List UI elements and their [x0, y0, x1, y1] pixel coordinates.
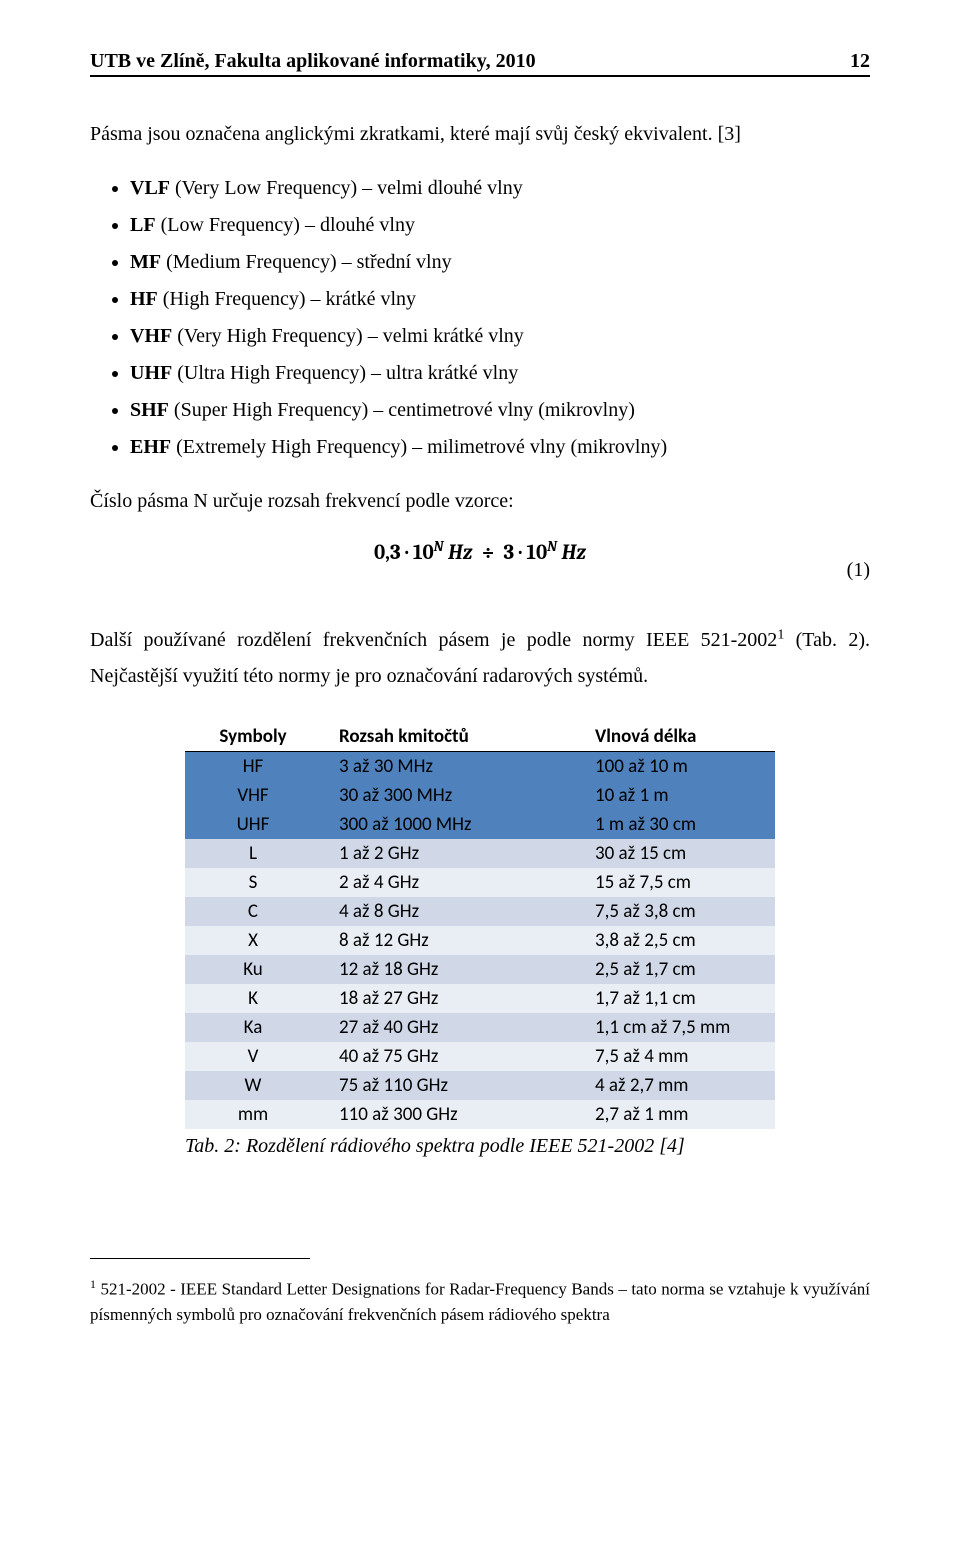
- ieee-paragraph: Další používané rozdělení frekvenčních p…: [90, 622, 870, 694]
- cell-wavelength: 15 až 7,5 cm: [577, 868, 775, 897]
- cell-symbol: S: [185, 868, 321, 897]
- cell-wavelength: 2,5 až 1,7 cm: [577, 955, 775, 984]
- cell-range: 27 až 40 GHz: [321, 1013, 577, 1042]
- cell-symbol: Ku: [185, 955, 321, 984]
- footnote: 1 521-2002 - IEEE Standard Letter Design…: [90, 1276, 870, 1328]
- cell-symbol: HF: [185, 752, 321, 782]
- cell-symbol: Ka: [185, 1013, 321, 1042]
- table-row: L1 až 2 GHz30 až 15 cm: [185, 839, 775, 868]
- ieee-table-wrap: Symboly Rozsah kmitočtů Vlnová délka HF3…: [185, 722, 775, 1158]
- band-desc: (Very Low Frequency) – velmi dlouhé vlny: [170, 177, 523, 199]
- cell-wavelength: 100 až 10 m: [577, 752, 775, 782]
- page: UTB ve Zlíně, Fakulta aplikované informa…: [0, 0, 960, 1564]
- cell-range: 2 až 4 GHz: [321, 868, 577, 897]
- table-row: W75 až 110 GHz4 až 2,7 mm: [185, 1071, 775, 1100]
- cell-wavelength: 30 až 15 cm: [577, 839, 775, 868]
- band-abbrev: VLF: [130, 177, 170, 199]
- band-abbrev: HF: [130, 288, 158, 310]
- table-row: K18 až 27 GHz1,7 až 1,1 cm: [185, 984, 775, 1013]
- table-row: S2 až 4 GHz15 až 7,5 cm: [185, 868, 775, 897]
- band-abbrev: EHF: [130, 436, 171, 458]
- band-desc: (Medium Frequency) – střední vlny: [161, 251, 452, 273]
- cell-symbol: UHF: [185, 810, 321, 839]
- cell-range: 75 až 110 GHz: [321, 1071, 577, 1100]
- table-row: UHF300 až 1000 MHz1 m až 30 cm: [185, 810, 775, 839]
- cell-range: 8 až 12 GHz: [321, 926, 577, 955]
- ieee-text-a: Další používané rozdělení frekvenčních p…: [90, 629, 777, 651]
- cell-symbol: mm: [185, 1100, 321, 1129]
- cell-symbol: VHF: [185, 781, 321, 810]
- band-desc: (Extremely High Frequency) – milimetrové…: [171, 436, 667, 458]
- band-abbrev: MF: [130, 251, 161, 273]
- band-desc: (High Frequency) – krátké vlny: [158, 288, 416, 310]
- list-item: VHF (Very High Frequency) – velmi krátké…: [130, 319, 870, 353]
- band-abbrev: VHF: [130, 325, 172, 347]
- cell-range: 18 až 27 GHz: [321, 984, 577, 1013]
- col-header-wavelength: Vlnová délka: [577, 722, 775, 752]
- band-abbrev: UHF: [130, 362, 172, 384]
- table-row: Ku12 až 18 GHz2,5 až 1,7 cm: [185, 955, 775, 984]
- cell-wavelength: 1,1 cm až 7,5 mm: [577, 1013, 775, 1042]
- cell-range: 30 až 300 MHz: [321, 781, 577, 810]
- cell-range: 4 až 8 GHz: [321, 897, 577, 926]
- table-row: VHF30 až 300 MHz10 až 1 m: [185, 781, 775, 810]
- cell-symbol: W: [185, 1071, 321, 1100]
- table-row: mm110 až 300 GHz2,7 až 1 mm: [185, 1100, 775, 1129]
- list-item: SHF (Super High Frequency) – centimetrov…: [130, 393, 870, 427]
- list-item: HF (High Frequency) – krátké vlny: [130, 282, 870, 316]
- cell-symbol: C: [185, 897, 321, 926]
- band-desc: (Very High Frequency) – velmi krátké vln…: [172, 325, 524, 347]
- table-row: C4 až 8 GHz7,5 až 3,8 cm: [185, 897, 775, 926]
- footnote-separator: [90, 1258, 310, 1259]
- cell-wavelength: 7,5 až 4 mm: [577, 1042, 775, 1071]
- col-header-range: Rozsah kmitočtů: [321, 722, 577, 752]
- cell-symbol: L: [185, 839, 321, 868]
- list-item: MF (Medium Frequency) – střední vlny: [130, 245, 870, 279]
- cell-wavelength: 1 m až 30 cm: [577, 810, 775, 839]
- band-desc: (Ultra High Frequency) – ultra krátké vl…: [172, 362, 518, 384]
- cell-range: 40 až 75 GHz: [321, 1042, 577, 1071]
- table-caption: Tab. 2: Rozdělení rádiového spektra podl…: [185, 1135, 775, 1158]
- cell-symbol: K: [185, 984, 321, 1013]
- cell-range: 3 až 30 MHz: [321, 752, 577, 782]
- cell-wavelength: 10 až 1 m: [577, 781, 775, 810]
- band-bullet-list: VLF (Very Low Frequency) – velmi dlouhé …: [130, 171, 870, 464]
- table-row: V40 až 75 GHz7,5 až 4 mm: [185, 1042, 775, 1071]
- band-desc: (Low Frequency) – dlouhé vlny: [156, 214, 415, 236]
- ieee-table: Symboly Rozsah kmitočtů Vlnová délka HF3…: [185, 722, 775, 1129]
- cell-wavelength: 2,7 až 1 mm: [577, 1100, 775, 1129]
- cell-symbol: V: [185, 1042, 321, 1071]
- table-header-row: Symboly Rozsah kmitočtů Vlnová délka: [185, 722, 775, 752]
- cell-wavelength: 4 až 2,7 mm: [577, 1071, 775, 1100]
- table-row: Ka27 až 40 GHz1,1 cm až 7,5 mm: [185, 1013, 775, 1042]
- col-header-symbol: Symboly: [185, 722, 321, 752]
- page-header: UTB ve Zlíně, Fakulta aplikované informa…: [90, 50, 870, 77]
- cell-symbol: X: [185, 926, 321, 955]
- band-desc: (Super High Frequency) – centimetrové vl…: [169, 399, 635, 421]
- band-abbrev: LF: [130, 214, 156, 236]
- formula-intro: Číslo pásma N určuje rozsah frekvencí po…: [90, 484, 870, 518]
- cell-wavelength: 3,8 až 2,5 cm: [577, 926, 775, 955]
- cell-range: 110 až 300 GHz: [321, 1100, 577, 1129]
- band-abbrev: SHF: [130, 399, 169, 421]
- cell-range: 12 až 18 GHz: [321, 955, 577, 984]
- table-row: X8 až 12 GHz3,8 až 2,5 cm: [185, 926, 775, 955]
- list-item: EHF (Extremely High Frequency) – milimet…: [130, 430, 870, 464]
- list-item: VLF (Very Low Frequency) – velmi dlouhé …: [130, 171, 870, 205]
- table-row: HF3 až 30 MHz100 až 10 m: [185, 752, 775, 782]
- cell-range: 1 až 2 GHz: [321, 839, 577, 868]
- intro-paragraph: Pásma jsou označena anglickými zkratkami…: [90, 117, 870, 151]
- cell-range: 300 až 1000 MHz: [321, 810, 577, 839]
- list-item: LF (Low Frequency) – dlouhé vlny: [130, 208, 870, 242]
- list-item: UHF (Ultra High Frequency) – ultra krátk…: [130, 356, 870, 390]
- header-left: UTB ve Zlíně, Fakulta aplikované informa…: [90, 50, 536, 73]
- footnote-text: 521-2002 - IEEE Standard Letter Designat…: [90, 1280, 870, 1325]
- header-page-number: 12: [850, 50, 870, 73]
- cell-wavelength: 7,5 až 3,8 cm: [577, 897, 775, 926]
- cell-wavelength: 1,7 až 1,1 cm: [577, 984, 775, 1013]
